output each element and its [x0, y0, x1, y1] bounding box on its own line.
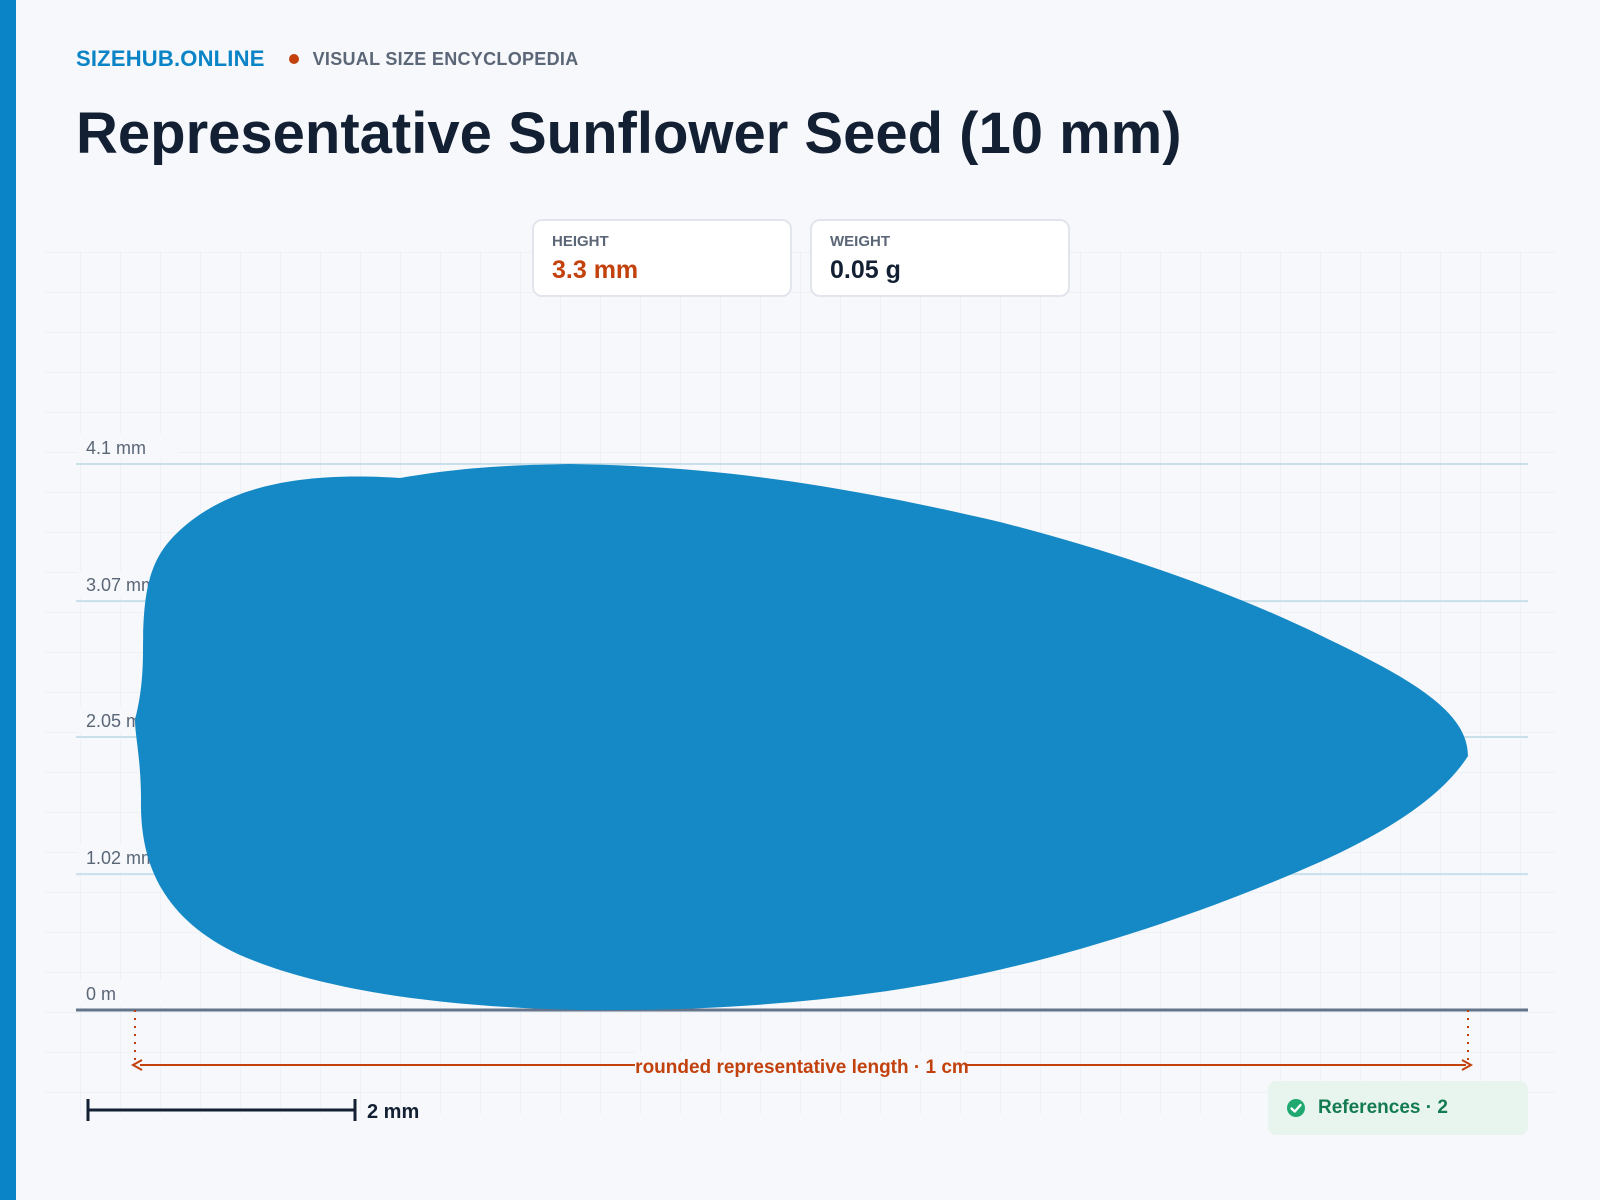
check-circle-icon	[1287, 1099, 1305, 1117]
scale-bar-label: 2 mm	[367, 1101, 419, 1123]
left-accent-bar	[0, 0, 16, 1200]
y-tick-label-bg	[78, 434, 178, 460]
y-tick-label-bg	[78, 980, 178, 1006]
weight-stat-label: WEIGHT	[830, 233, 890, 250]
references-badge[interactable]: References · 2	[1268, 1081, 1528, 1135]
references-label: References · 2	[1318, 1097, 1448, 1118]
site-subtitle: VISUAL SIZE ENCYCLOPEDIA	[312, 48, 579, 69]
site-header: SIZEHUB.ONLINE VISUAL SIZE ENCYCLOPEDIA	[76, 46, 579, 72]
y-tick-label: 4.1 mm	[86, 438, 146, 458]
length-annotation: rounded representative length · 1 cm	[635, 1057, 969, 1078]
y-tick-label: 3.07 mm	[86, 575, 156, 595]
y-tick-label: 0 m	[86, 984, 116, 1004]
length-label-bg	[635, 1052, 965, 1078]
height-stat-label: HEIGHT	[552, 233, 609, 250]
length-arrow-right-head	[1461, 1059, 1474, 1071]
y-tick-label: 1.02 mm	[86, 848, 156, 868]
page-title: Representative Sunflower Seed (10 mm)	[76, 101, 1182, 166]
height-stat-card: HEIGHT 3.3 mm	[532, 219, 792, 297]
weight-stat-value: 0.05 g	[830, 256, 901, 284]
sunflower-seed-shape	[135, 464, 1468, 1011]
separator-dot	[288, 54, 299, 64]
brand-link[interactable]: SIZEHUB.ONLINE	[76, 46, 265, 71]
weight-stat-card: WEIGHT 0.05 g	[810, 219, 1070, 297]
height-stat-value: 3.3 mm	[552, 256, 639, 284]
length-arrow-left-head	[130, 1059, 143, 1071]
